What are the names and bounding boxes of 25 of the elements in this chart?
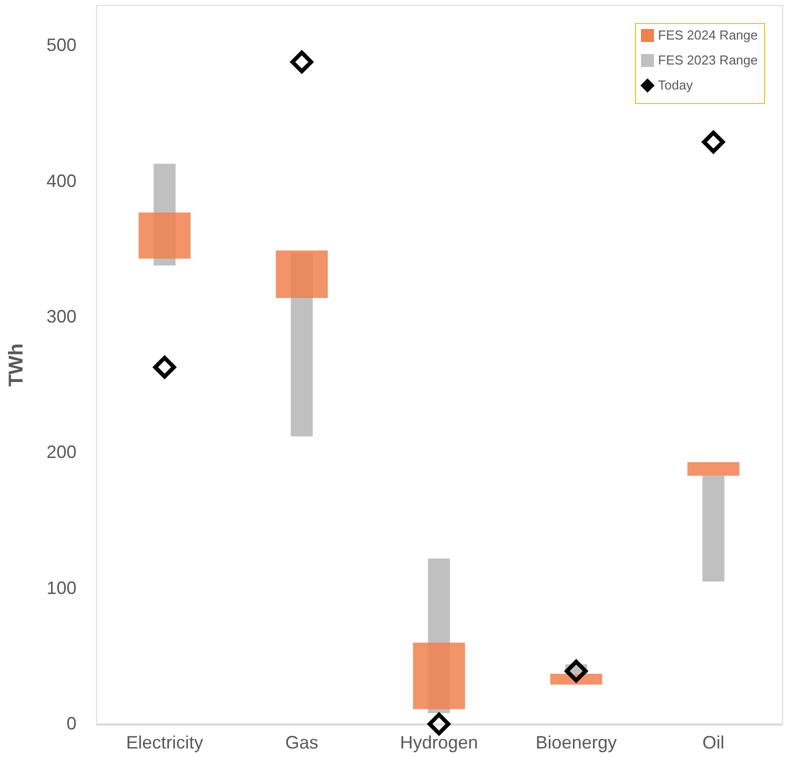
point [428, 712, 450, 736]
x-tick-label: Gas [285, 732, 318, 752]
bar [276, 250, 328, 298]
bar [702, 476, 724, 582]
y-tick-label: 100 [46, 578, 76, 598]
x-tick-label: Oil [702, 732, 724, 752]
legend-label: FES 2024 Range [658, 28, 758, 42]
x-tick-label: Bioenergy [536, 732, 617, 752]
y-tick-label: 500 [46, 35, 76, 56]
point [290, 50, 314, 74]
point [702, 130, 725, 154]
x-tick-label: Hydrogen [400, 732, 478, 752]
x-tick-label: Electricity [126, 732, 204, 752]
y-tick-label: 300 [46, 306, 76, 327]
bar [413, 642, 465, 710]
bar [138, 212, 191, 259]
legend-label: FES 2023 Range [658, 52, 758, 68]
legend-label: Today [658, 78, 694, 92]
y-tick-label: 200 [46, 442, 76, 462]
point [153, 356, 176, 379]
bar [687, 462, 740, 476]
point [564, 660, 588, 682]
y-axis-title: TWh [5, 343, 28, 387]
y-tick-label: 400 [46, 170, 76, 191]
y-tick-label: 0 [66, 714, 76, 734]
